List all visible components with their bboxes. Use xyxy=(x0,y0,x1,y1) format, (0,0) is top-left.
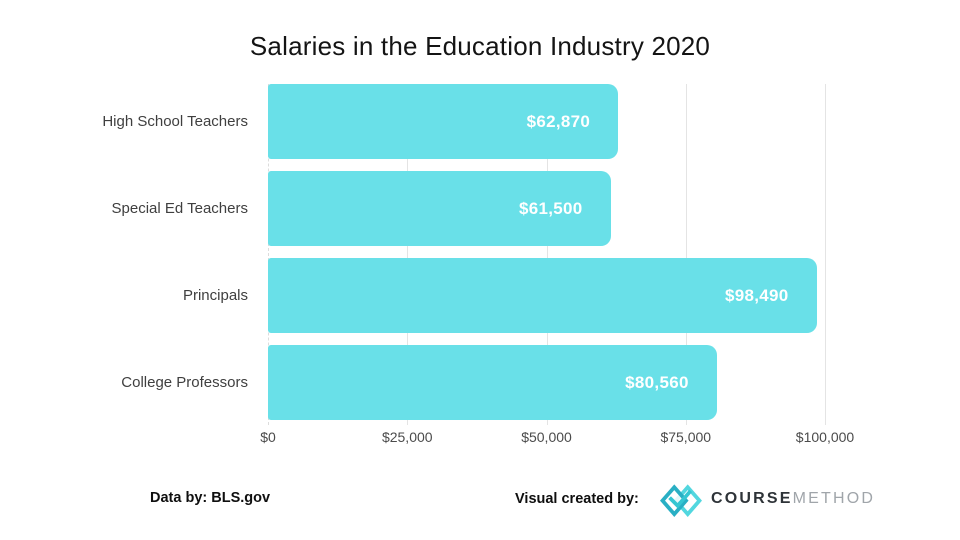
category-label: Principals xyxy=(182,287,248,304)
bar-row: $98,490 xyxy=(268,258,825,333)
brand-wordmark-course: COURSE xyxy=(711,490,793,507)
data-source-credit: Data by: BLS.gov xyxy=(150,490,271,506)
bar-row: $62,870 xyxy=(268,84,825,159)
zero-axis-line xyxy=(268,84,269,425)
brand-logo: COURSEMETHOD xyxy=(660,478,875,520)
category-label: College Professors xyxy=(121,374,248,391)
x-axis-tick-labels: $0 $25,000 $50,000 $75,000 $100,000 xyxy=(260,429,854,447)
bar: $62,870 xyxy=(268,84,619,159)
bar-value-label: $61,500 xyxy=(518,198,583,218)
category-label: High School Teachers xyxy=(102,113,248,130)
coursemethod-logo-icon xyxy=(660,484,702,517)
x-tick-label: $0 xyxy=(260,429,276,445)
brand-wordmark-method: METHOD xyxy=(792,490,876,507)
bar: $98,490 xyxy=(268,258,817,333)
category-label: Special Ed Teachers xyxy=(111,200,248,217)
gridline xyxy=(407,84,409,425)
x-tick-label: $25,000 xyxy=(381,429,433,445)
chart-title: Salaries in the Education Industry 2020 xyxy=(249,31,711,61)
brand-wordmark: COURSEMETHOD xyxy=(711,490,875,508)
bar-value-label: $62,870 xyxy=(526,111,591,131)
gridline xyxy=(685,84,687,425)
bar-value-label: $80,560 xyxy=(625,372,689,392)
gridline xyxy=(546,84,548,425)
bar-row: $61,500 xyxy=(268,171,825,246)
x-tick-label: $75,000 xyxy=(660,429,712,445)
bar: $61,500 xyxy=(268,171,611,246)
bar-value-label: $98,490 xyxy=(725,285,789,305)
gridline xyxy=(825,84,826,425)
visual-credit-label: Visual created by: xyxy=(515,491,639,507)
plot-area: $62,870 $61,500 $98,490 $80,560 xyxy=(268,84,826,425)
bar-row: $80,560 xyxy=(268,345,825,420)
category-axis-labels: High School Teachers Special Ed Teachers P… xyxy=(0,84,258,425)
x-tick-label: $50,000 xyxy=(521,429,572,445)
x-tick-label: $100,000 xyxy=(795,429,855,445)
bar: $80,560 xyxy=(268,345,717,420)
